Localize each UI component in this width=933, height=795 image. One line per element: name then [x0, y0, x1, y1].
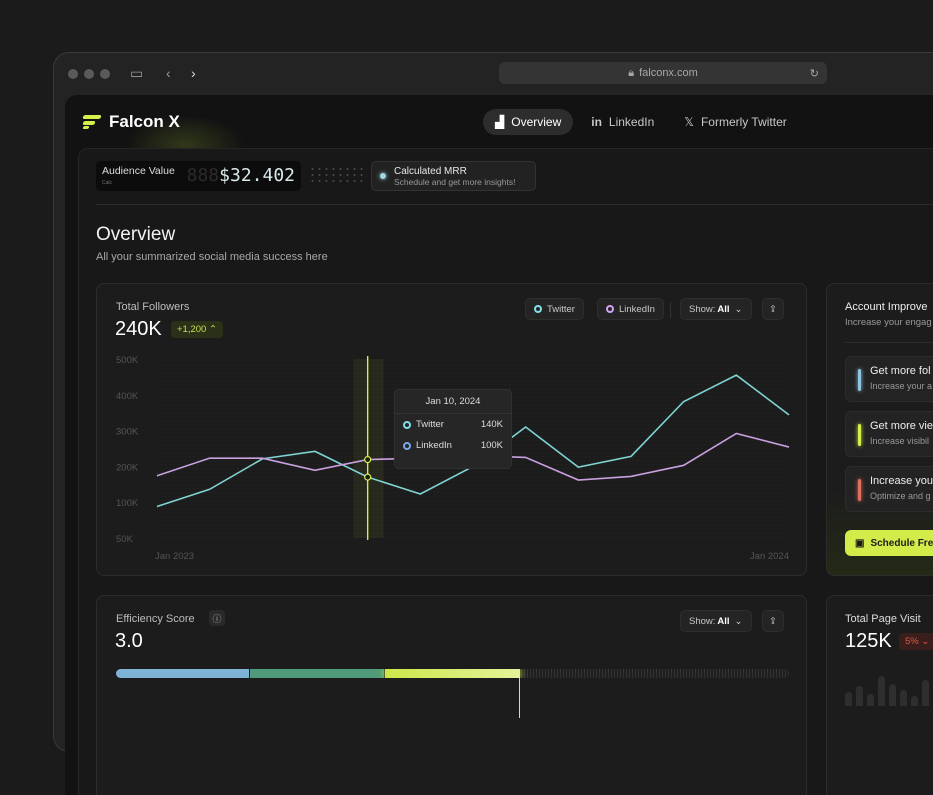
status-dot-icon	[380, 173, 386, 179]
y-tick-label: 400K	[116, 391, 139, 402]
account-improvements-card: Account Improve Increase your engag Get …	[826, 283, 933, 576]
tab-linkedin[interactable]: in LinkedIn	[591, 115, 655, 129]
linkedin-dot-icon	[606, 305, 614, 313]
chevron-down-icon: ⌄	[734, 303, 743, 315]
bar-chart-icon: ▟	[495, 115, 505, 129]
improvement-item[interactable]: Get more vie Increase visibil	[845, 411, 933, 457]
back-icon[interactable]: ‹	[166, 65, 171, 81]
calculated-mrr-button[interactable]: Calculated MRR Schedule and get more insi…	[371, 161, 536, 191]
twitter-dot-icon	[534, 305, 542, 313]
visit-bar	[889, 684, 896, 706]
data-point-twitter	[364, 473, 372, 481]
window-controls[interactable]	[68, 69, 110, 79]
data-point-linkedin	[364, 455, 372, 464]
visit-bar	[922, 680, 929, 706]
audience-value-display: Audience Value Calc 888$32.402	[96, 161, 301, 191]
efficiency-score-card: Efficiency Score ⓘ 3.0 Show: All ⌄ ⇪	[96, 595, 807, 795]
logo[interactable]: Falcon X	[82, 112, 180, 132]
change-badge: +1,200 ⌃	[171, 321, 223, 338]
tab-twitter[interactable]: 𝕏 Formerly Twitter	[684, 115, 787, 129]
hover-band	[353, 359, 384, 538]
main-nav: ▟ Overview in LinkedIn 𝕏 Formerly Twitter	[483, 109, 799, 135]
visit-bar	[900, 690, 907, 706]
segment-green	[250, 669, 384, 678]
visit-bar	[867, 694, 874, 706]
main-content: Audience Value Calc 888$32.402 Calculate…	[78, 148, 933, 795]
chart-tooltip: Jan 10, 2024 Twitter 140K LinkedIn 100K	[394, 389, 512, 469]
y-tick-label: 100K	[116, 498, 139, 509]
browser-window: ▭ ‹ › 🔒︎ falconx.com ↻ Falcon X ▟ Overview …	[53, 52, 933, 795]
page-subtitle: All your summarized social media success…	[96, 251, 328, 263]
legend-twitter[interactable]: Twitter	[525, 298, 584, 320]
y-tick-label: 50K	[116, 534, 134, 545]
tooltip-row-linkedin: LinkedIn 100K	[395, 435, 511, 456]
app: Falcon X ▟ Overview in LinkedIn 𝕏 Formerly …	[65, 95, 933, 795]
show-filter-dropdown[interactable]: Show: All ⌄	[680, 610, 752, 632]
visit-bar	[845, 692, 852, 706]
falcon-logo-icon	[82, 115, 102, 129]
export-button[interactable]: ⇪	[762, 610, 784, 632]
improvement-item[interactable]: Get more fol Increase your a	[845, 356, 933, 402]
show-filter-dropdown[interactable]: Show: All ⌄	[680, 298, 752, 320]
reload-icon[interactable]: ↻	[809, 67, 819, 80]
page-visit-bars	[845, 666, 933, 706]
segment-lime	[385, 669, 520, 678]
tooltip-row-twitter: Twitter 140K	[395, 414, 511, 435]
forward-icon[interactable]: ›	[191, 65, 196, 81]
visit-bar	[878, 676, 885, 706]
total-followers-card: Total Followers 240K +1,200 ⌃ Twitter Li…	[96, 283, 807, 576]
change-badge: 5% ⌄	[899, 633, 933, 650]
dot-pattern	[309, 166, 363, 186]
y-tick-label: 200K	[116, 462, 139, 473]
x-tick-label: Jan 2023	[155, 551, 194, 562]
x-icon: 𝕏	[684, 115, 694, 129]
linkedin-icon: in	[591, 115, 602, 129]
chevron-down-icon: ⌄	[734, 615, 743, 627]
tab-overview[interactable]: ▟ Overview	[483, 109, 574, 135]
improvement-item[interactable]: Increase you Optimize and g	[845, 466, 933, 512]
export-button[interactable]: ⇪	[762, 298, 784, 320]
x-tick-label: Jan 2024	[750, 551, 789, 562]
segment-blue	[116, 669, 249, 678]
info-icon[interactable]: ⓘ	[209, 610, 225, 626]
schedule-button[interactable]: ▣ Schedule Free	[845, 530, 933, 556]
legend-linkedin[interactable]: LinkedIn	[597, 298, 664, 320]
sidebar-toggle-icon[interactable]: ▭	[130, 65, 144, 81]
y-tick-label: 300K	[116, 427, 139, 438]
lock-icon: 🔒︎	[628, 66, 635, 79]
y-tick-label: 500K	[116, 355, 139, 366]
address-bar[interactable]: 🔒︎ falconx.com ↻	[499, 62, 827, 84]
visit-bar	[856, 686, 863, 706]
page-title: Overview	[96, 224, 176, 245]
visit-bar	[911, 696, 918, 706]
share-icon: ⇪	[769, 303, 777, 315]
calendar-icon: ▣	[855, 537, 865, 549]
share-icon: ⇪	[769, 615, 777, 627]
efficiency-progress-bar	[116, 669, 789, 678]
page-visit-card: Total Page Visit 125K 5% ⌄	[826, 595, 933, 795]
